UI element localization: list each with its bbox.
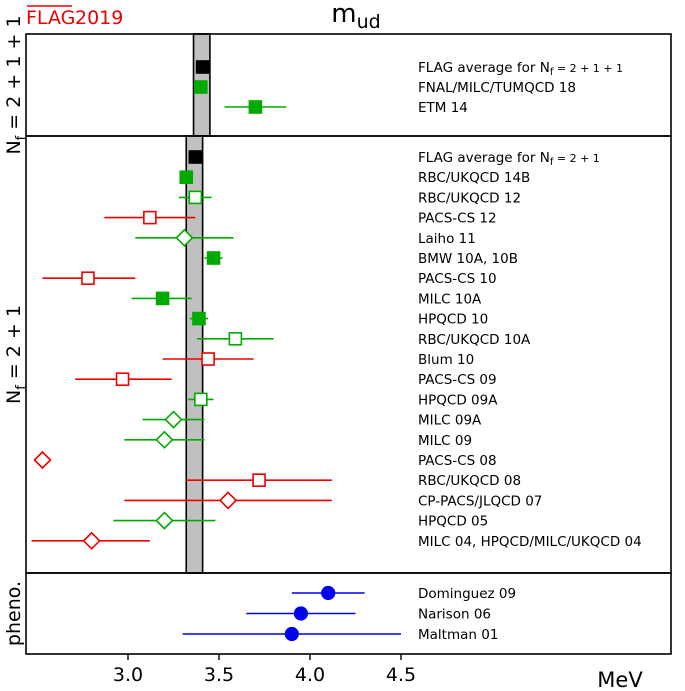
data-point-diamond [33, 450, 52, 470]
data-row: Blum 10 [162, 352, 474, 368]
row-label: RBC/UKQCD 12 [418, 190, 521, 206]
data-point-diamond [82, 531, 101, 550]
data-row: RBC/UKQCD 14B [179, 170, 530, 186]
chart-title: mud [331, 0, 380, 33]
panel-frame [25, 572, 672, 655]
x-tick-label: 4.0 [295, 664, 325, 686]
data-row: HPQCD 10 [189, 311, 488, 328]
panel-pheno: pheno. Dominguez 09 Narison 06 Maltman 01 [3, 572, 672, 655]
row-label: FLAG average for Nf = 2 + 1 + 1 [418, 60, 623, 78]
row-label: MILC 09A [418, 413, 482, 429]
data-point-square [188, 190, 203, 205]
panel-label: Nf = 2 + 1 + 1 [3, 15, 29, 154]
data-point-diamond [155, 430, 174, 449]
row-label: PACS-CS 09 [418, 372, 497, 388]
data-point-diamond [155, 511, 174, 530]
flag-logo-text: FLAG [26, 7, 75, 29]
data-row: MILC 10A [131, 291, 482, 307]
data-row: HPQCD 05 [113, 511, 488, 530]
data-row: Maltman 01 [182, 626, 498, 643]
data-point-diamond [175, 228, 194, 247]
data-row: FLAG average for Nf = 2 + 1 [188, 150, 600, 168]
data-point-square [115, 372, 130, 387]
chart-title-main: m [331, 0, 356, 29]
data-point-square [194, 80, 208, 94]
x-tick-label: 3.0 [113, 664, 143, 686]
data-row: MILC 09 [124, 430, 472, 449]
x-axis-label: MeV [597, 668, 643, 691]
panel-nf3: Nf = 2 + 1 FLAG average for Nf = 2 + 1 RBC… [3, 135, 672, 574]
data-row: PACS-CS 08 [33, 450, 497, 470]
row-label: HPQCD 05 [418, 514, 488, 530]
data-row: Narison 06 [246, 606, 491, 623]
data-point-square [248, 100, 263, 114]
data-point-square [201, 352, 215, 366]
data-point-square [192, 311, 206, 326]
row-label: PACS-CS 12 [418, 211, 497, 227]
row-label: FLAG average for Nf = 2 + 1 [418, 150, 600, 168]
panel-frame [25, 135, 672, 574]
data-point-square [194, 392, 208, 407]
data-row: Dominguez 09 [291, 585, 516, 602]
row-label: MILC 09 [418, 433, 472, 449]
data-row: Laiho 11 [135, 228, 476, 247]
data-point-circle [293, 606, 308, 621]
data-row: MILC 04, HPQCD/MILC/UKQCD 04 [31, 531, 642, 550]
data-row: RBC/UKQCD 08 [186, 473, 521, 489]
panel-nf4: Nf = 2 + 1 + 1 FLAG average for Nf = 2 + … [3, 15, 672, 155]
data-point-circle [284, 626, 299, 642]
data-row: PACS-CS 09 [75, 372, 497, 388]
data-row: BMW 10A, 10B [204, 251, 518, 267]
data-point-square [252, 473, 266, 488]
data-row: PACS-CS 10 [42, 271, 497, 287]
row-label: Laiho 11 [418, 231, 476, 247]
row-label: RBC/UKQCD 10A [418, 332, 531, 348]
row-label: ETM 14 [418, 100, 468, 116]
data-point-square [195, 60, 210, 74]
flag-logo: FLAG 2019 [26, 5, 123, 29]
row-label: RBC/UKQCD 14B [418, 170, 530, 186]
chart-title-subscript: ud [357, 11, 381, 33]
x-axis: 3.0 3.5 4.0 4.5 [113, 654, 416, 686]
data-point-square [155, 291, 170, 306]
data-point-square [228, 331, 243, 346]
data-point-square [81, 271, 95, 286]
data-point-square [206, 251, 221, 265]
data-row: PACS-CS 12 [104, 210, 497, 227]
data-point-diamond [164, 410, 183, 429]
data-row: FLAG average for Nf = 2 + 1 + 1 [195, 60, 623, 78]
data-row: CP-PACS/JLQCD 07 [124, 491, 542, 510]
row-label: Dominguez 09 [418, 586, 516, 602]
row-label: BMW 10A, 10B [418, 251, 518, 267]
x-tick-label: 3.5 [204, 664, 234, 686]
data-point-diamond [218, 491, 238, 510]
data-row: FNAL/MILC/TUMQCD 18 [194, 80, 576, 96]
row-label: Maltman 01 [418, 627, 498, 643]
panel-label: Nf = 2 + 1 [3, 305, 29, 404]
row-label: FNAL/MILC/TUMQCD 18 [418, 80, 576, 96]
data-row: RBC/UKQCD 10A [197, 332, 531, 348]
data-point-square [188, 150, 203, 164]
data-point-circle [321, 585, 336, 601]
row-label: PACS-CS 10 [418, 271, 497, 287]
row-label: HPQCD 10 [418, 312, 488, 328]
data-row: RBC/UKQCD 12 [178, 190, 521, 206]
data-row: ETM 14 [224, 100, 468, 116]
row-label: CP-PACS/JLQCD 07 [418, 493, 542, 509]
data-point-square [179, 170, 194, 184]
row-label: MILC 04, HPQCD/MILC/UKQCD 04 [418, 534, 642, 550]
row-label: Blum 10 [418, 352, 474, 368]
x-tick-label: 4.5 [386, 664, 416, 686]
row-label: MILC 10A [418, 291, 482, 307]
row-label: RBC/UKQCD 08 [418, 473, 521, 489]
row-label: Narison 06 [418, 607, 491, 623]
data-point-square [143, 210, 157, 225]
row-label: PACS-CS 08 [418, 453, 497, 469]
panel-label: pheno. [3, 581, 25, 646]
flag-logo-year: 2019 [75, 7, 123, 29]
data-row: MILC 09A [142, 410, 482, 429]
data-row: HPQCD 09A [188, 392, 498, 408]
row-label: HPQCD 09A [418, 392, 498, 408]
